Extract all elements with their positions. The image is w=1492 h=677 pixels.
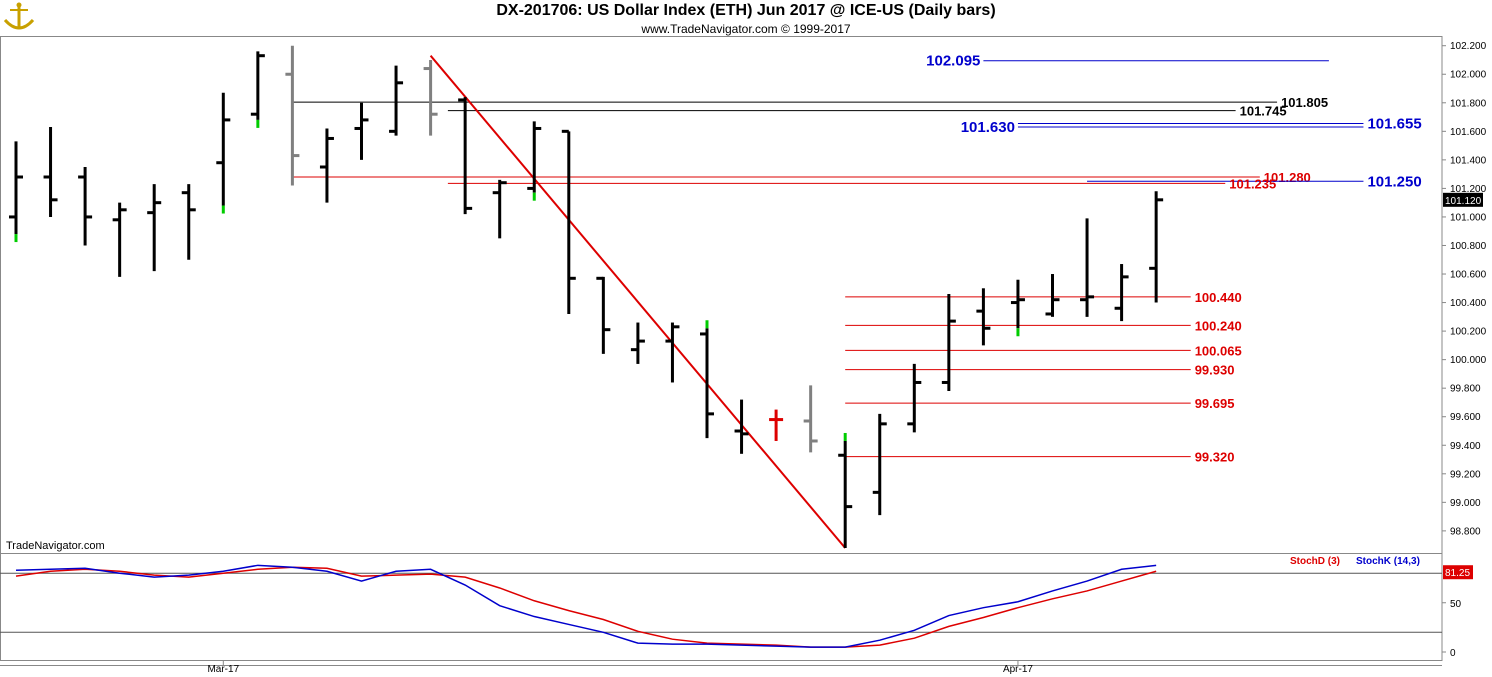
price-axis-label: 99.600 [1450, 412, 1481, 423]
level-label: 99.320 [1195, 450, 1235, 465]
price-axis-label: 99.000 [1450, 498, 1481, 509]
level-label: 99.695 [1195, 396, 1235, 411]
level-label: 99.930 [1195, 363, 1235, 378]
price-axis-label: 99.800 [1450, 384, 1481, 395]
price-axis-label: 100.000 [1450, 355, 1487, 366]
level-label: 100.240 [1195, 318, 1242, 333]
chart-subtitle: www.TradeNavigator.com © 1999-2017 [641, 22, 851, 36]
stoch-panel-frame [0, 553, 1443, 661]
stoch-axis-label: 0 [1450, 648, 1456, 659]
price-axis-label: 101.000 [1450, 212, 1487, 223]
last-price-box [1443, 192, 1483, 207]
stoch-axis-label: 50 [1450, 599, 1462, 610]
level-label: 100.065 [1195, 343, 1242, 358]
stoch-k-line [15, 564, 1157, 648]
x-axis-label: Apr-17 [1003, 664, 1033, 675]
level-label: 101.250 [1367, 173, 1421, 190]
watermark: TradeNavigator.com [6, 540, 105, 552]
last-price-label: 101.120 [1445, 196, 1482, 207]
level-label: 101.745 [1240, 104, 1287, 119]
stoch-last-label: 81.25 [1445, 568, 1470, 579]
price-axis-label: 99.200 [1450, 469, 1481, 480]
level-label: 101.630 [961, 119, 1015, 136]
stoch-k-legend: StochK (14,3) [1356, 556, 1420, 567]
x-axis-label: Mar-17 [207, 664, 239, 675]
price-axis-label: 101.600 [1450, 127, 1487, 138]
price-axis-label: 101.400 [1450, 155, 1487, 166]
price-axis-label: 102.000 [1450, 70, 1487, 81]
price-axis-label: 99.400 [1450, 441, 1481, 452]
level-label: 101.235 [1229, 176, 1276, 191]
price-axis-label: 100.800 [1450, 241, 1487, 252]
price-axis-label: 100.200 [1450, 327, 1487, 338]
level-label: 101.805 [1281, 95, 1328, 110]
price-axis-label: 102.200 [1450, 41, 1487, 52]
tradenavigator-logo-icon [2, 2, 36, 34]
price-axis-label: 101.800 [1450, 98, 1487, 109]
stoch-last-box [1443, 565, 1473, 580]
price-axis-label: 100.400 [1450, 298, 1487, 309]
price-axis-label: 100.600 [1450, 270, 1487, 281]
level-label: 101.655 [1367, 115, 1421, 132]
stoch-d-legend: StochD (3) [1290, 556, 1340, 567]
price-axis-label: 98.800 [1450, 526, 1481, 537]
level-label: 102.095 [926, 53, 980, 70]
stoch-d-line [15, 566, 1157, 648]
chart-title: DX-201706: US Dollar Index (ETH) Jun 201… [496, 2, 996, 19]
level-label: 100.440 [1195, 290, 1242, 305]
price-axis-label: 101.200 [1450, 184, 1487, 195]
trendline [429, 55, 846, 549]
